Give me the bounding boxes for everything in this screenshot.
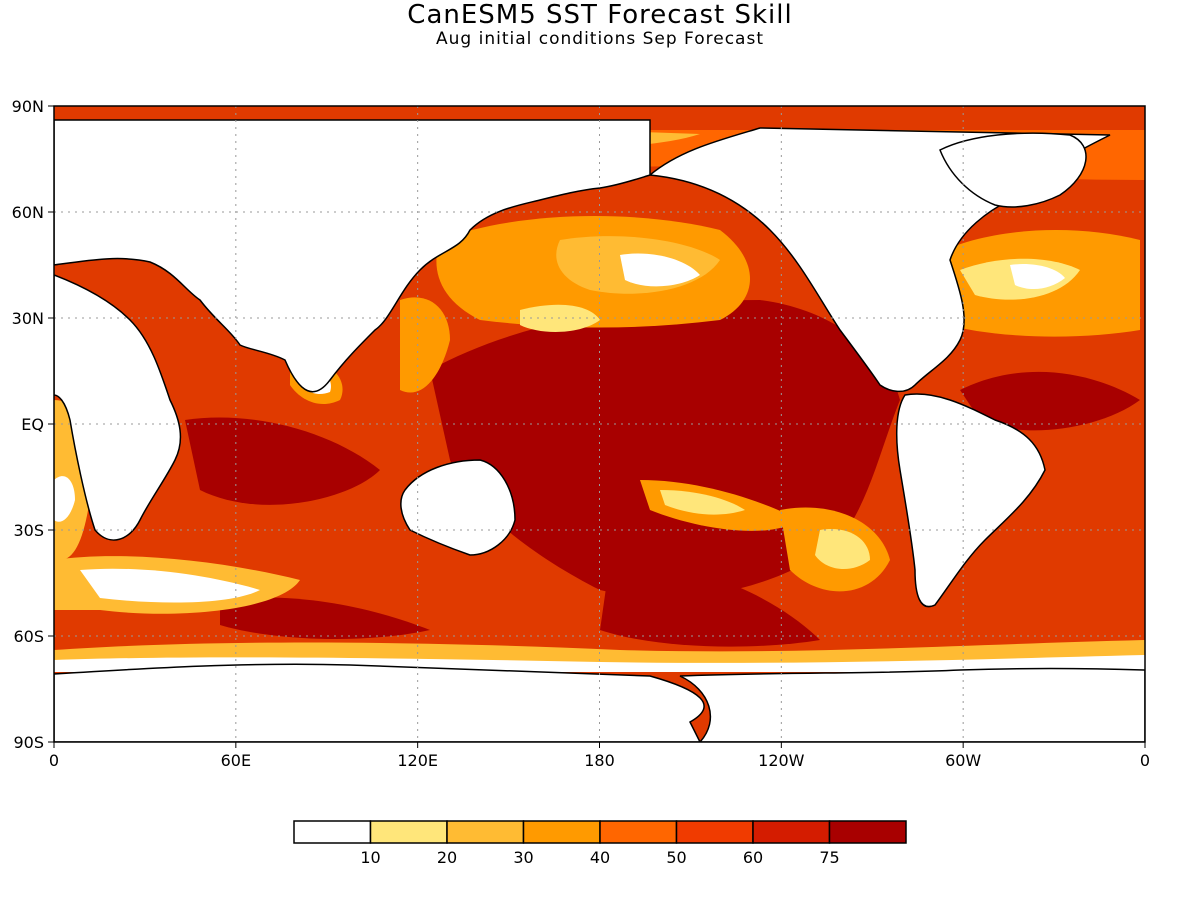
- legend-swatch: [446, 820, 525, 844]
- legend-label: 50: [666, 848, 686, 867]
- lat-tick-label: 60N: [12, 203, 44, 222]
- lon-tick-label: 60W: [945, 751, 981, 770]
- legend-label: 20: [437, 848, 457, 867]
- lon-tick-label: 0: [1140, 751, 1150, 770]
- landmass-antarctica: [54, 663, 705, 742]
- legend-swatch: [522, 820, 601, 844]
- map-axes: 90N 60N 30N EQ 30S 60S 90S 0 60E 120E 180 120W 60W 0: [12, 97, 1150, 770]
- legend-label: 60: [743, 848, 763, 867]
- lon-tick-label: 120W: [758, 751, 805, 770]
- lat-tick-label: 60S: [13, 627, 44, 646]
- lat-tick-label: EQ: [21, 415, 44, 434]
- lon-tick-label: 120E: [397, 751, 438, 770]
- legend-swatch: [369, 820, 448, 844]
- lon-tick-label: 0: [49, 751, 59, 770]
- legend-label: 75: [819, 848, 839, 867]
- legend-swatch: [293, 820, 372, 844]
- legend-label: 10: [360, 848, 380, 867]
- landmass-south-america: [895, 393, 1046, 608]
- map-title: CanESM5 SST Forecast Skill: [407, 0, 793, 30]
- legend-swatch: [599, 820, 678, 844]
- legend-swatch: [675, 820, 754, 844]
- lat-tick-label: 90S: [13, 733, 44, 752]
- map-gridlines: [54, 106, 1145, 742]
- legend-label: 30: [513, 848, 533, 867]
- lat-tick-label: 30S: [13, 521, 44, 540]
- landmass-africa-eurasia: [54, 119, 651, 393]
- legend-swatch: [752, 820, 831, 844]
- landmass-australia: [400, 459, 516, 556]
- lon-tick-label: 60E: [221, 751, 251, 770]
- legend-swatch: [828, 820, 907, 844]
- lat-tick-label: 30N: [12, 309, 44, 328]
- lat-tick-label: 90N: [12, 97, 44, 116]
- landmass-greenland: [939, 132, 1087, 208]
- legend-label: 40: [590, 848, 610, 867]
- lon-tick-label: 180: [584, 751, 615, 770]
- color-legend: 10 20 30 40 50 60 75: [293, 820, 907, 867]
- map-subtitle: Aug initial conditions Sep Forecast: [436, 29, 764, 49]
